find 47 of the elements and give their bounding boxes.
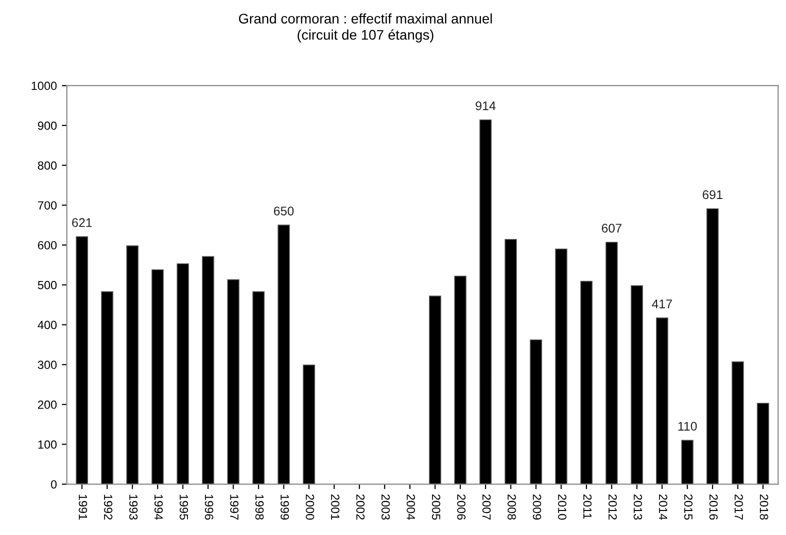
y-tick-label: 800: [38, 161, 57, 170]
y-tick-label: 100: [38, 440, 57, 449]
x-tick-label: 2014: [658, 494, 668, 520]
data-label: 417: [652, 300, 672, 308]
y-tick-label: 200: [38, 400, 57, 409]
y-tick-label: 300: [38, 360, 57, 369]
x-tick-label: 2016: [709, 494, 718, 520]
x-tick-label: 2004: [406, 494, 416, 520]
y-tick-label: 400: [38, 320, 57, 330]
data-label: 621: [72, 218, 92, 228]
y-tick-label: 600: [38, 241, 57, 250]
x-tick-label: 2017: [734, 494, 743, 520]
y-tick-label: 0: [50, 480, 57, 489]
x-tick-label: 2013: [634, 494, 642, 520]
x-tick-label: 1991: [78, 494, 88, 520]
x-tick-label: 1999: [280, 494, 289, 520]
x-tick-label: 2011: [583, 494, 592, 519]
x-tick-label: 2008: [508, 494, 516, 520]
x-tick-label: 2012: [608, 494, 617, 520]
x-tick-label: 2002: [356, 494, 365, 520]
y-tick-label: 1000: [32, 82, 57, 90]
x-tick-label: 2005: [432, 494, 440, 520]
data-label: 650: [274, 206, 294, 216]
x-tick-label: 1993: [129, 494, 138, 520]
x-tick-label: 1996: [204, 494, 214, 520]
x-tick-label: 2009: [532, 494, 542, 520]
y-tick-label: 500: [38, 280, 57, 290]
x-tick-label: 2000: [306, 494, 314, 520]
x-tick-label: 1998: [255, 494, 264, 520]
x-tick-label: 1994: [154, 494, 163, 520]
x-tick-label: 2010: [558, 494, 566, 520]
x-tick-label: 1997: [230, 494, 238, 520]
y-tick-label: 900: [38, 121, 57, 130]
x-tick-label: 2018: [760, 494, 768, 520]
x-tick-label: 2001: [331, 494, 340, 520]
data-label: 110: [678, 422, 697, 431]
x-tick-label: 2007: [482, 494, 491, 520]
y-tick-label: 700: [38, 201, 57, 210]
x-tick-label: 1995: [180, 494, 188, 520]
x-tick-label: 2015: [684, 494, 693, 520]
data-label: 914: [476, 101, 496, 110]
x-tick-label: 2006: [457, 494, 466, 520]
x-tick-label: 1992: [104, 494, 112, 520]
x-tick-label: 2003: [381, 494, 390, 520]
chart-title: Grand cormoran : effectif maximal annuel (circuit de 107 étangs): [238, 13, 492, 42]
data-label: 691: [702, 190, 722, 200]
data-label: 607: [602, 224, 622, 233]
